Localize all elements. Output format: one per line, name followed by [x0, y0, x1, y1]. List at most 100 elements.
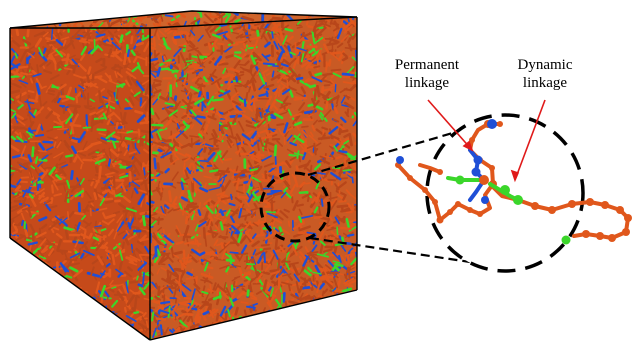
network-strand: [63, 226, 76, 232]
network-strand: [26, 62, 31, 76]
network-strand: [71, 320, 79, 330]
network-strand: [125, 30, 132, 36]
network-strand: [125, 315, 137, 322]
network-strand: [111, 336, 122, 340]
network-strand: [27, 207, 32, 218]
network-strand: [30, 266, 34, 276]
network-strand: [105, 106, 110, 117]
network-strand: [52, 277, 62, 284]
network-strand: [139, 234, 147, 242]
network-strand: [115, 220, 122, 232]
network-strand: [158, 146, 166, 152]
network-strand: [323, 109, 332, 118]
network-strand: [264, 54, 271, 59]
network-strand: [328, 166, 336, 173]
network-strand: [305, 182, 311, 185]
network-strand: [87, 200, 95, 204]
network-strand: [274, 321, 280, 334]
network-strand: [10, 250, 14, 259]
network-strand: [139, 15, 148, 22]
network-strand: [73, 226, 78, 233]
network-strand: [214, 24, 221, 28]
network-strand: [67, 210, 75, 219]
network-strand: [89, 18, 100, 28]
network-strand: [345, 66, 355, 75]
network-strand: [50, 74, 60, 81]
network-strand: [114, 36, 121, 46]
network-strand: [280, 62, 289, 68]
network-strand: [55, 49, 64, 58]
network-strand: [32, 165, 40, 176]
network-strand: [326, 4, 332, 11]
network-strand: [227, 73, 234, 86]
network-strand: [304, 317, 312, 320]
dynamic-linkage: [446, 175, 571, 245]
network-strand: [282, 323, 290, 326]
network-strand: [338, 302, 344, 314]
network-strand: [321, 22, 332, 28]
network-strand: [17, 19, 23, 28]
network-strand: [306, 167, 312, 174]
network-strand: [351, 319, 355, 331]
network-strand: [300, 323, 311, 331]
network-strand: [16, 161, 29, 169]
network-strand: [67, 302, 78, 309]
network-strand: [265, 95, 273, 108]
network-strand: [245, 328, 253, 335]
network-strand: [178, 259, 187, 269]
network-strand: [125, 281, 129, 294]
network-strand: [10, 166, 21, 172]
network-strand: [111, 41, 121, 51]
network-strand: [12, 11, 23, 12]
network-strand: [239, 66, 250, 73]
network-strand: [10, 119, 13, 126]
network-strand: [250, 326, 256, 336]
network-strand: [216, 221, 219, 227]
network-strand: [252, 222, 259, 227]
network-strand: [107, 112, 115, 118]
network-strand: [10, 320, 14, 333]
network-strand: [105, 262, 111, 268]
network-strand: [107, 48, 113, 59]
network-strand: [95, 48, 102, 53]
network-strand: [340, 34, 349, 43]
network-strand: [150, 173, 155, 177]
network-strand: [144, 327, 150, 333]
network-strand: [202, 326, 209, 333]
network-strand: [83, 29, 91, 39]
network-strand: [192, 96, 203, 101]
network-strand: [313, 11, 321, 16]
network-strand: [91, 305, 95, 317]
network-strand: [229, 322, 239, 326]
network-strand: [127, 328, 133, 334]
network-strand: [159, 324, 163, 336]
network-strand: [282, 35, 288, 45]
network-strand: [92, 309, 98, 317]
network-strand: [95, 33, 106, 38]
network-strand: [184, 253, 190, 266]
network-strand: [104, 285, 115, 290]
network-strand: [156, 162, 160, 171]
network-strand: [153, 206, 159, 213]
network-strand: [126, 52, 139, 58]
network-strand: [163, 204, 170, 210]
network-strand: [164, 14, 174, 18]
network-strand: [105, 164, 113, 172]
network-strand: [45, 36, 56, 42]
network-strand: [26, 309, 33, 318]
network-strand: [303, 269, 312, 277]
network-strand: [354, 12, 357, 17]
network-strand: [173, 34, 187, 39]
network-strand: [62, 28, 72, 33]
network-strand: [26, 261, 31, 271]
network-strand: [184, 88, 190, 100]
network-strand: [250, 297, 258, 301]
network-strand: [118, 202, 127, 209]
network-strand: [328, 36, 334, 45]
network-strand: [319, 155, 326, 159]
network-strand: [194, 156, 204, 162]
network-strand: [90, 114, 95, 128]
network-strand: [107, 36, 113, 44]
network-strand: [52, 180, 59, 191]
network-strand: [111, 67, 120, 72]
